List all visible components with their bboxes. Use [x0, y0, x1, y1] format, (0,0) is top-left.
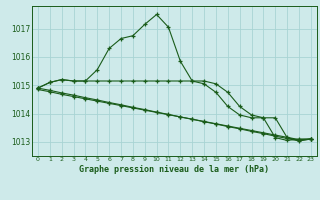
X-axis label: Graphe pression niveau de la mer (hPa): Graphe pression niveau de la mer (hPa)	[79, 165, 269, 174]
